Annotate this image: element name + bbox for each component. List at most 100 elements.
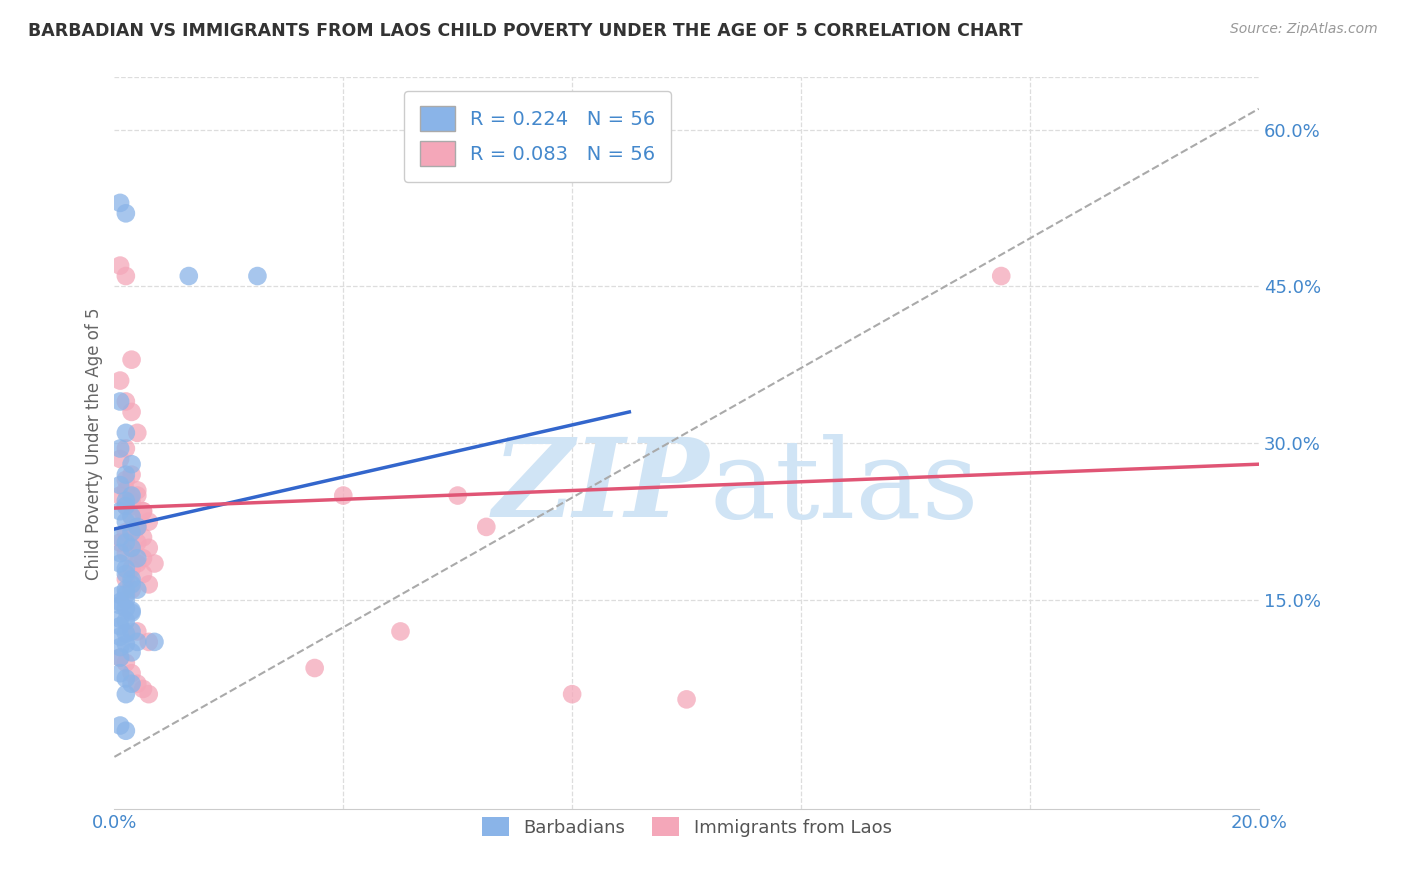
Point xyxy=(132,566,155,581)
Point xyxy=(127,676,149,690)
Point xyxy=(127,425,149,440)
Point xyxy=(115,499,138,513)
Point xyxy=(115,572,138,586)
Point xyxy=(121,582,143,597)
Point xyxy=(121,577,143,591)
Text: Source: ZipAtlas.com: Source: ZipAtlas.com xyxy=(1230,22,1378,37)
Text: BARBADIAN VS IMMIGRANTS FROM LAOS CHILD POVERTY UNDER THE AGE OF 5 CORRELATION C: BARBADIAN VS IMMIGRANTS FROM LAOS CHILD … xyxy=(28,22,1022,40)
Point xyxy=(143,557,166,571)
Point xyxy=(121,509,143,524)
Point xyxy=(121,666,143,681)
Point xyxy=(121,493,143,508)
Point xyxy=(115,483,138,498)
Point xyxy=(108,394,131,409)
Point xyxy=(127,624,149,639)
Point xyxy=(121,541,143,555)
Point xyxy=(115,394,138,409)
Point xyxy=(138,515,160,529)
Point xyxy=(121,509,143,524)
Point xyxy=(108,557,131,571)
Point xyxy=(332,489,354,503)
Point xyxy=(121,676,143,690)
Point xyxy=(115,626,138,640)
Point xyxy=(115,562,138,576)
Point xyxy=(115,493,138,508)
Point xyxy=(115,588,138,602)
Point xyxy=(115,425,138,440)
Point xyxy=(115,515,138,529)
Point xyxy=(108,489,131,503)
Point xyxy=(115,442,138,456)
Point xyxy=(121,572,143,586)
Point xyxy=(121,457,143,471)
Point xyxy=(108,650,131,665)
Text: atlas: atlas xyxy=(710,434,979,541)
Point xyxy=(108,588,131,602)
Point xyxy=(138,541,160,555)
Point xyxy=(115,687,138,701)
Point xyxy=(115,656,138,670)
Point xyxy=(108,619,131,633)
Point xyxy=(127,483,149,498)
Point xyxy=(115,723,138,738)
Point xyxy=(108,442,131,456)
Point xyxy=(127,520,149,534)
Point xyxy=(127,520,149,534)
Point xyxy=(127,551,149,566)
Point xyxy=(132,551,155,566)
Point xyxy=(132,530,155,544)
Point xyxy=(990,268,1012,283)
Point xyxy=(127,535,149,549)
Point xyxy=(132,681,155,696)
Point xyxy=(108,374,131,388)
Point xyxy=(121,405,143,419)
Point xyxy=(121,525,143,540)
Point xyxy=(108,259,131,273)
Point xyxy=(121,352,143,367)
Point xyxy=(115,535,138,549)
Point xyxy=(475,520,498,534)
Y-axis label: Child Poverty Under the Age of 5: Child Poverty Under the Age of 5 xyxy=(86,307,103,580)
Point xyxy=(127,557,149,571)
Point xyxy=(127,489,149,503)
Point xyxy=(304,661,326,675)
Point xyxy=(108,478,131,492)
Point xyxy=(121,467,143,482)
Point xyxy=(108,546,131,560)
Text: ZIP: ZIP xyxy=(494,434,710,541)
Point xyxy=(121,562,143,576)
Point xyxy=(108,666,131,681)
Point xyxy=(127,635,149,649)
Point xyxy=(108,535,131,549)
Point xyxy=(108,504,131,518)
Point xyxy=(121,603,143,617)
Point xyxy=(115,268,138,283)
Point xyxy=(108,595,131,609)
Point xyxy=(132,504,155,518)
Point xyxy=(246,268,269,283)
Point xyxy=(108,599,131,613)
Point xyxy=(108,195,131,210)
Point xyxy=(121,489,143,503)
Point xyxy=(115,672,138,686)
Point xyxy=(675,692,697,706)
Point xyxy=(108,612,131,626)
Point xyxy=(121,499,143,513)
Point xyxy=(115,546,138,560)
Point xyxy=(447,489,470,503)
Point xyxy=(127,582,149,597)
Point xyxy=(127,520,149,534)
Point xyxy=(138,635,160,649)
Point xyxy=(108,530,131,544)
Point xyxy=(561,687,583,701)
Point xyxy=(138,577,160,591)
Point xyxy=(132,504,155,518)
Point xyxy=(115,206,138,220)
Point xyxy=(177,268,200,283)
Point xyxy=(121,525,143,540)
Point xyxy=(115,473,138,487)
Point xyxy=(389,624,412,639)
Point xyxy=(115,601,138,615)
Point xyxy=(108,640,131,654)
Point xyxy=(115,467,138,482)
